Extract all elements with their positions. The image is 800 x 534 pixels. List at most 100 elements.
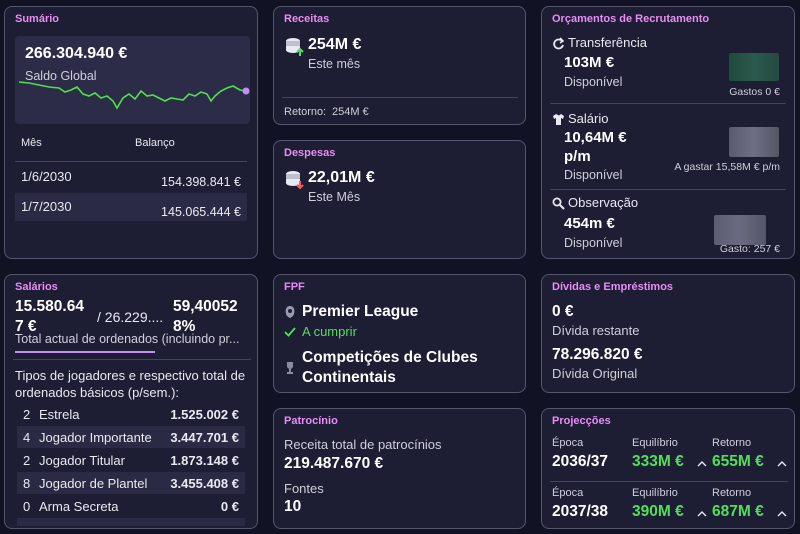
league-name: Premier League — [302, 303, 419, 320]
league-crest-icon — [285, 306, 295, 318]
salary-status: Disponível — [564, 168, 623, 182]
wage-type-row[interactable]: 2 Estrela 1.525.002 € — [17, 403, 245, 425]
transfer-label: Transferência — [568, 35, 647, 50]
sponsorship-card[interactable]: Patrocínio Receita total de patrocínios … — [273, 408, 526, 529]
revenue-title: Receitas — [284, 13, 330, 25]
global-balance-label: Saldo Global — [25, 69, 97, 83]
salary-budget[interactable]: Salário 10,64M € p/m Disponível A gastar… — [542, 105, 794, 191]
check-icon — [284, 327, 296, 337]
projection-return: 655M € — [712, 453, 764, 470]
wage-type-count: 2 — [23, 407, 31, 422]
balance-line — [18, 81, 247, 110]
summary-row[interactable]: 1/6/2030 154.398.841 € — [15, 163, 247, 191]
wage-type-label: Estrela — [39, 407, 80, 422]
projection-season-header: Época — [552, 487, 584, 499]
transfer-budget[interactable]: Transferência 103M € Disponível Gastos 0… — [542, 29, 794, 101]
player-types-heading: Tipos de jogadores e respectivo total de… — [15, 368, 246, 400]
summary-row-month: 1/7/2030 — [21, 199, 72, 214]
projection-row[interactable]: Época 2036/37 Equilíbrio 333M € Retorno … — [542, 435, 794, 481]
wages-current-line2: 7 € — [15, 318, 37, 335]
summary-row[interactable]: 1/7/2030 145.065.444 € — [15, 193, 247, 221]
wages-progress-bar — [15, 351, 155, 353]
summary-row-month: 1/6/2030 — [21, 169, 72, 184]
sponsorship-total-label: Receita total de patrocínios — [284, 437, 442, 452]
sponsorship-sources-label: Fontes — [284, 481, 324, 496]
projection-return: 687M € — [712, 503, 764, 520]
global-balance-value: 266.304.940 € — [25, 45, 128, 62]
scouting-amount: 454m € — [564, 215, 615, 232]
projections-title: Projecções — [552, 415, 611, 427]
transfer-spend-bar — [729, 53, 779, 81]
trophy-icon — [287, 362, 293, 374]
debts-title: Dívidas e Empréstimos — [552, 281, 674, 293]
balance-chart-panel[interactable]: 266.304.940 € Saldo Global — [15, 36, 250, 124]
fpf-card: FPF Premier League A cumprir Competições… — [273, 274, 526, 393]
expenses-title: Despesas — [284, 147, 336, 159]
wage-type-label: Arma Secreta — [39, 499, 119, 514]
salary-amount-line1: 10,64M € — [564, 129, 627, 146]
recruitment-budgets-card: Orçamentos de Recrutamento Transferência… — [541, 6, 795, 259]
salary-amount-line2: p/m — [564, 148, 591, 165]
projection-season: 2036/37 — [552, 453, 609, 470]
salary-note: A gastar 15,58M € p/m — [674, 161, 780, 173]
summary-row-balance: 154.398.841 € — [161, 175, 241, 189]
balance-sparkline — [18, 81, 250, 110]
expenses-period: Este Mês — [308, 190, 361, 204]
sponsorship-sources-value: 10 — [284, 498, 302, 515]
trend-up-icon — [777, 511, 787, 517]
scouting-note: Gasto: 257 € — [719, 243, 780, 255]
continental-competition-line2: Continentais — [302, 369, 396, 386]
revenue-return-label: Retorno: — [284, 106, 327, 118]
revenue-return-value: 254M € — [332, 106, 369, 118]
debt-original-value: 78.296.820 € — [552, 346, 643, 363]
summary-title: Sumário — [15, 13, 60, 25]
transfer-note: Gastos 0 € — [729, 86, 780, 98]
revenue-period: Este mês — [308, 57, 361, 71]
summary-row-balance: 145.065.444 € — [161, 205, 241, 219]
summary-card: Sumário 266.304.940 € Saldo Global Mês B… — [4, 6, 258, 259]
revenue-card[interactable]: Receitas 254M € Este mês Retorno: 254M € — [273, 6, 526, 125]
wage-type-value: 0 € — [220, 499, 239, 514]
magnifier-icon — [552, 197, 565, 210]
wage-type-row[interactable]: 8 Jogador de Plantel 3.455.408 € — [17, 472, 245, 494]
wages-card: Salários 15.580.64 7 € / 26.229.... 59,4… — [4, 274, 258, 529]
scouting-label: Observação — [568, 195, 639, 210]
projection-row[interactable]: Época 2037/38 Equilíbrio 390M € Retorno … — [542, 485, 794, 528]
sponsorship-title: Patrocínio — [284, 415, 338, 427]
projections-card: Projecções Época 2036/37 Equilíbrio 333M… — [541, 408, 795, 529]
projection-balance-header: Equilíbrio — [632, 437, 678, 449]
wages-budget-total: / 26.229.... — [97, 309, 164, 325]
wage-type-label: Jogador de Plantel — [39, 476, 148, 491]
debt-original-label: Dívida Original — [552, 366, 638, 381]
fpf-title: FPF — [284, 281, 305, 293]
projection-balance-header: Equilíbrio — [632, 487, 678, 499]
scouting-budget[interactable]: Observação 454m € Disponível Gasto: 257 … — [542, 191, 794, 258]
wage-type-value: 1.525.002 € — [170, 407, 239, 422]
wages-current-line1: 15.580.64 — [15, 298, 84, 315]
trend-up-icon — [777, 461, 787, 467]
transfer-amount: 103M € — [564, 54, 615, 71]
projection-season-header: Época — [552, 437, 584, 449]
wage-type-row[interactable]: 2 Jogador Titular 1.873.148 € — [17, 449, 245, 471]
wage-type-value: 3.455.408 € — [170, 476, 239, 491]
debts-loans-card[interactable]: Dívidas e Empréstimos 0 € Dívida restant… — [541, 274, 795, 393]
balance-column-header: Balanço — [135, 137, 175, 149]
league-objective-status: A cumprir — [302, 324, 357, 339]
wage-type-value: 1.873.148 € — [170, 453, 239, 468]
wage-type-row[interactable]: 4 Jogador Importante 3.447.701 € — [17, 426, 245, 448]
revenue-amount: 254M € — [308, 36, 362, 53]
expenses-amount: 22,01M € — [308, 169, 375, 186]
wages-percent-line1: 59,40052 — [173, 298, 238, 315]
wage-type-count: 4 — [23, 430, 31, 445]
projection-season: 2037/38 — [552, 503, 609, 520]
wage-type-value: 3.447.701 € — [170, 430, 239, 445]
wage-type-row-partial — [17, 518, 245, 526]
expenses-card[interactable]: Despesas 22,01M € Este Mês — [273, 140, 526, 259]
league-objective[interactable]: Premier League A cumprir — [274, 301, 525, 343]
wage-type-label: Jogador Importante — [39, 430, 152, 445]
continental-competition-line1: Competições de Clubes — [302, 349, 478, 366]
wages-caption: Total actual de ordenados (incluindo pr.… — [15, 332, 240, 346]
transfer-icon — [553, 37, 565, 50]
continental-objective[interactable]: Competições de Clubes Continentais — [274, 347, 525, 392]
wage-type-row[interactable]: 0 Arma Secreta 0 € — [17, 495, 245, 517]
